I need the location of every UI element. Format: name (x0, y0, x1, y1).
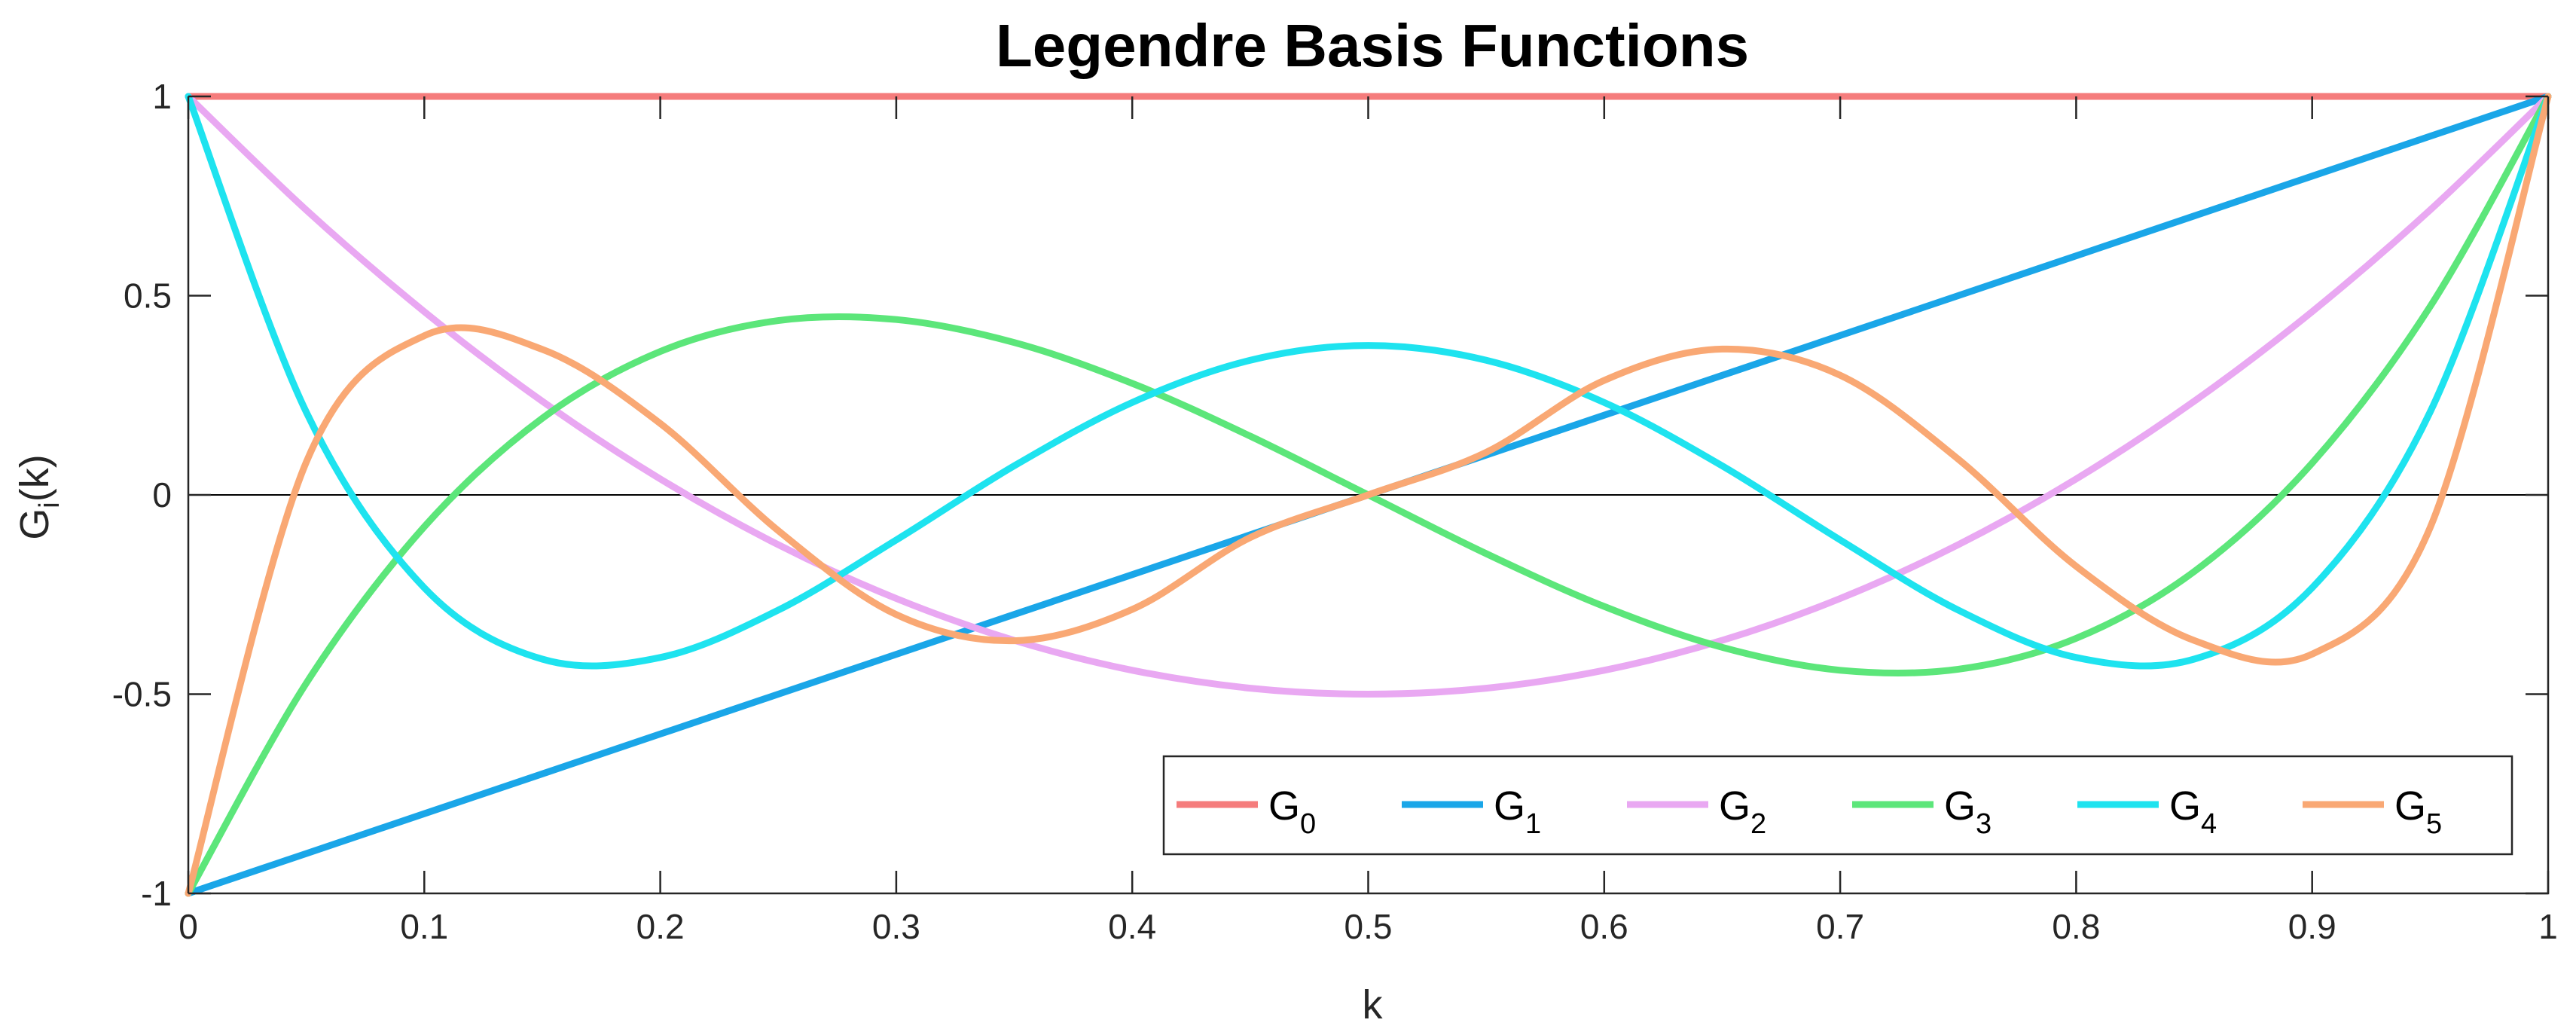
series-line-g5 (185, 93, 2552, 897)
legend-label-g0: G0 (1268, 783, 1316, 840)
chart-title: Legendre Basis Functions (996, 12, 1749, 79)
x-tick-label: 0 (179, 907, 198, 946)
x-tick-label: 0.7 (1816, 907, 1864, 946)
legend-label-g1: G1 (1494, 783, 1541, 840)
x-axis-label: k (1363, 982, 1384, 1027)
x-tick-label: 0.9 (2288, 907, 2336, 946)
x-tick-label: 1 (2538, 907, 2558, 946)
legend-label-g5: G5 (2394, 783, 2442, 840)
y-tick-label: 0.5 (124, 276, 172, 316)
legend-box (1162, 755, 2513, 856)
y-tick-label: 0 (152, 475, 172, 514)
x-tick-label: 0.4 (1108, 907, 1156, 946)
y-axis-label-text: Gi(k) (12, 454, 66, 539)
y-tick-label: -0.5 (112, 675, 172, 714)
series-line-g4 (185, 93, 2552, 670)
y-axis-label: Gi(k) (12, 454, 66, 539)
x-tick-label: 0.8 (2052, 907, 2100, 946)
x-tick-label: 0.1 (400, 907, 448, 946)
series-layer (185, 93, 2552, 897)
x-tick-label: 0.6 (1580, 907, 1628, 946)
legend-label-g4: G4 (2169, 783, 2217, 840)
legend-label-g2: G2 (1719, 783, 1766, 840)
y-tick-label: 1 (152, 77, 172, 116)
x-tick-label: 0.5 (1344, 907, 1393, 946)
x-tick-label: 0.3 (872, 907, 920, 946)
series-line-g2 (185, 93, 2552, 698)
ticks-layer: 0 0.1 0.2 0.3 0.4 0.5 0.6 0.7 0.8 0.9 1 -1 -0.5 0 0.5 1 (112, 77, 2558, 946)
y-tick-label: -1 (141, 874, 172, 913)
legend-label-g3: G3 (1944, 783, 1992, 840)
x-tick-label: 0.2 (636, 907, 685, 946)
legend: G0 G1 G2 G3 G4 G5 (1162, 755, 2513, 856)
